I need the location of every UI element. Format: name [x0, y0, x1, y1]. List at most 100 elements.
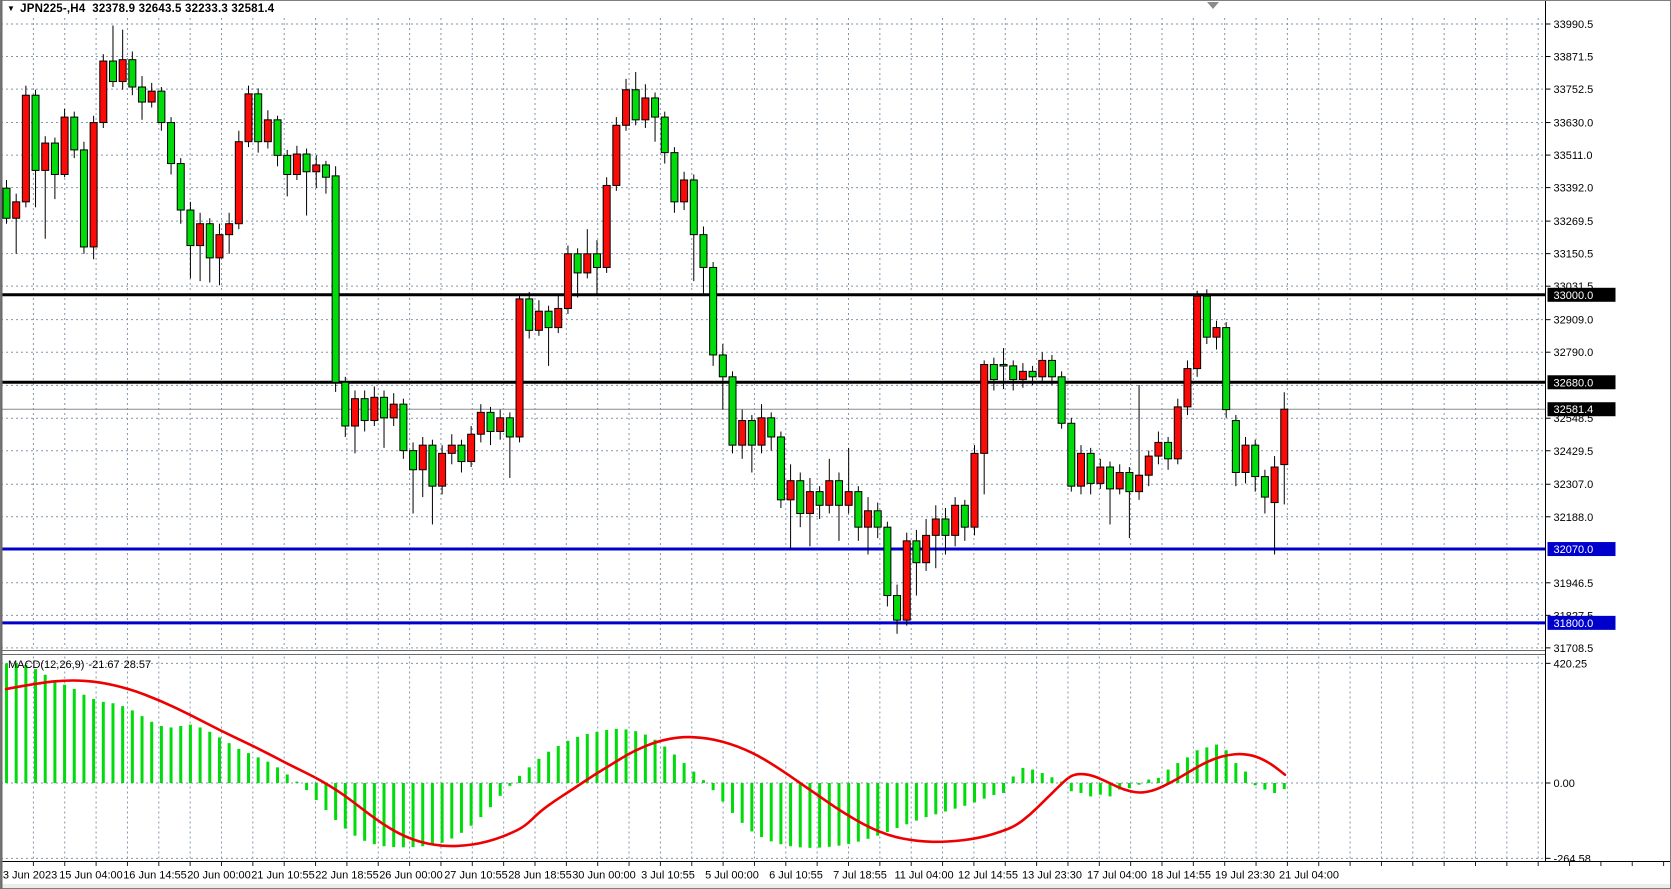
- candle-bullish: [12, 201, 21, 219]
- symbol-dropdown-icon[interactable]: ▼: [7, 4, 16, 13]
- price-tag: [1547, 287, 1616, 302]
- price-tick-label: 33511.0: [1554, 150, 1593, 162]
- time-tick-label: 3 Jul 10:55: [641, 870, 695, 882]
- candle-bearish: [1231, 420, 1240, 473]
- candle-bullish: [147, 90, 156, 103]
- candle-bearish: [138, 86, 147, 103]
- candle-bearish: [1047, 359, 1056, 378]
- candle-bearish: [283, 154, 292, 176]
- candle-bullish: [1212, 327, 1221, 338]
- time-tick-label: 22 Jun 18:55: [315, 870, 379, 882]
- candle-bearish: [50, 142, 59, 176]
- ohlc-high: 32643.5: [138, 3, 182, 15]
- candle-bullish: [1173, 406, 1182, 460]
- candle-bullish: [1241, 444, 1250, 473]
- candle-bearish: [592, 253, 601, 268]
- candle-bullish: [350, 398, 359, 427]
- price-tick-label: 32307.0: [1554, 479, 1594, 491]
- time-tick-label: 26 Jun 00:00: [379, 870, 443, 882]
- candle-bearish: [205, 223, 214, 259]
- candle-bearish: [380, 396, 389, 419]
- candle-bullish: [534, 310, 543, 331]
- candle-bullish: [612, 124, 621, 186]
- price-axis[interactable]: [1546, 0, 1671, 862]
- candle-bearish: [128, 59, 137, 88]
- candle-bullish: [438, 452, 447, 487]
- price-tag: [1547, 542, 1616, 557]
- candle-bearish: [1067, 422, 1076, 487]
- candle-bearish: [409, 450, 418, 471]
- candle-bearish: [709, 266, 718, 356]
- ohlc-open: 32378.9: [92, 3, 136, 15]
- candle-bearish: [989, 364, 998, 381]
- candle-bearish: [689, 179, 698, 236]
- pane-separator[interactable]: [0, 649, 1671, 656]
- candle-bullish: [99, 60, 108, 124]
- time-tick-label: 19 Jul 23:30: [1215, 870, 1275, 882]
- candle-bearish: [631, 89, 640, 121]
- candle-bearish: [1222, 327, 1231, 411]
- candle-bullish: [41, 142, 50, 171]
- candle-bullish: [1193, 295, 1202, 370]
- symbol-period-label: JPN225-,H4: [20, 3, 86, 15]
- candle-bullish: [1154, 441, 1163, 457]
- candle-bullish: [805, 491, 814, 515]
- macd-indicator-label: MACD(12,26,9) -21.67 28.57: [8, 659, 155, 671]
- time-tick-label: 27 Jun 10:55: [444, 870, 508, 882]
- candle-bearish: [457, 444, 466, 463]
- macd-main-value: -21.67: [88, 659, 120, 671]
- candle-bullish: [583, 253, 592, 274]
- candle-bullish: [1038, 359, 1047, 378]
- candle-bullish: [951, 504, 960, 536]
- price-tick-label: 31708.5: [1554, 643, 1594, 655]
- time-tick-label: 15 Jun 04:00: [59, 870, 123, 882]
- price-tick-label: 32790.0: [1554, 347, 1594, 359]
- time-tick-label: 28 Jun 18:55: [508, 870, 572, 882]
- time-tick-label: 16 Jun 14:55: [123, 870, 187, 882]
- candle-bullish: [680, 179, 689, 203]
- ohlc-close: 32581.4: [231, 3, 275, 15]
- candle-bullish: [931, 518, 940, 536]
- candle-bearish: [883, 526, 892, 597]
- candle-bearish: [273, 119, 282, 156]
- candle-bearish: [893, 595, 902, 621]
- time-tick-label: 12 Jul 14:55: [958, 870, 1018, 882]
- candle-bullish: [60, 116, 69, 176]
- candle-bullish: [263, 119, 272, 143]
- candle-bullish: [215, 234, 224, 259]
- macd-tick-label: 0.00: [1554, 778, 1575, 790]
- candle-bullish: [196, 223, 205, 247]
- price-tick-label: 33150.5: [1554, 249, 1594, 261]
- price-tick-label: 33871.5: [1554, 52, 1594, 64]
- candle-bullish: [292, 153, 301, 176]
- candle-bearish: [302, 153, 311, 173]
- candle-bearish: [544, 310, 553, 329]
- chart-shift-marker-icon[interactable]: [1207, 2, 1219, 9]
- candle-bullish: [602, 184, 611, 268]
- candle-bearish: [331, 175, 340, 383]
- candle-bearish: [1260, 476, 1269, 498]
- price-tag-label: 32581.4: [1554, 404, 1594, 416]
- candle-bullish: [1115, 471, 1124, 490]
- candle-bearish: [873, 510, 882, 528]
- time-tick-label: 17 Jul 04:00: [1087, 870, 1147, 882]
- time-tick-label: 6 Jul 10:55: [769, 870, 823, 882]
- price-tag: [1547, 615, 1616, 630]
- candle-bearish: [399, 403, 408, 452]
- candle-bullish: [1096, 466, 1105, 484]
- ohlc-low: 32233.3: [185, 3, 228, 15]
- price-tag-label: 33000.0: [1554, 290, 1594, 302]
- candle-bearish: [1125, 471, 1134, 493]
- candle-bullish: [225, 223, 234, 236]
- candle-bullish: [1076, 452, 1085, 487]
- price-tick-label: 33990.5: [1554, 19, 1594, 31]
- time-tick-label: 13 Jul 23:30: [1022, 870, 1082, 882]
- candle-bearish: [670, 152, 679, 203]
- candle-bullish: [641, 97, 650, 121]
- candle-bullish: [1144, 455, 1153, 476]
- candle-bullish: [447, 444, 456, 454]
- time-tick-label: 20 Jun 00:00: [187, 870, 251, 882]
- candle-bullish: [563, 253, 572, 309]
- macd-signal-value: 28.57: [123, 659, 152, 671]
